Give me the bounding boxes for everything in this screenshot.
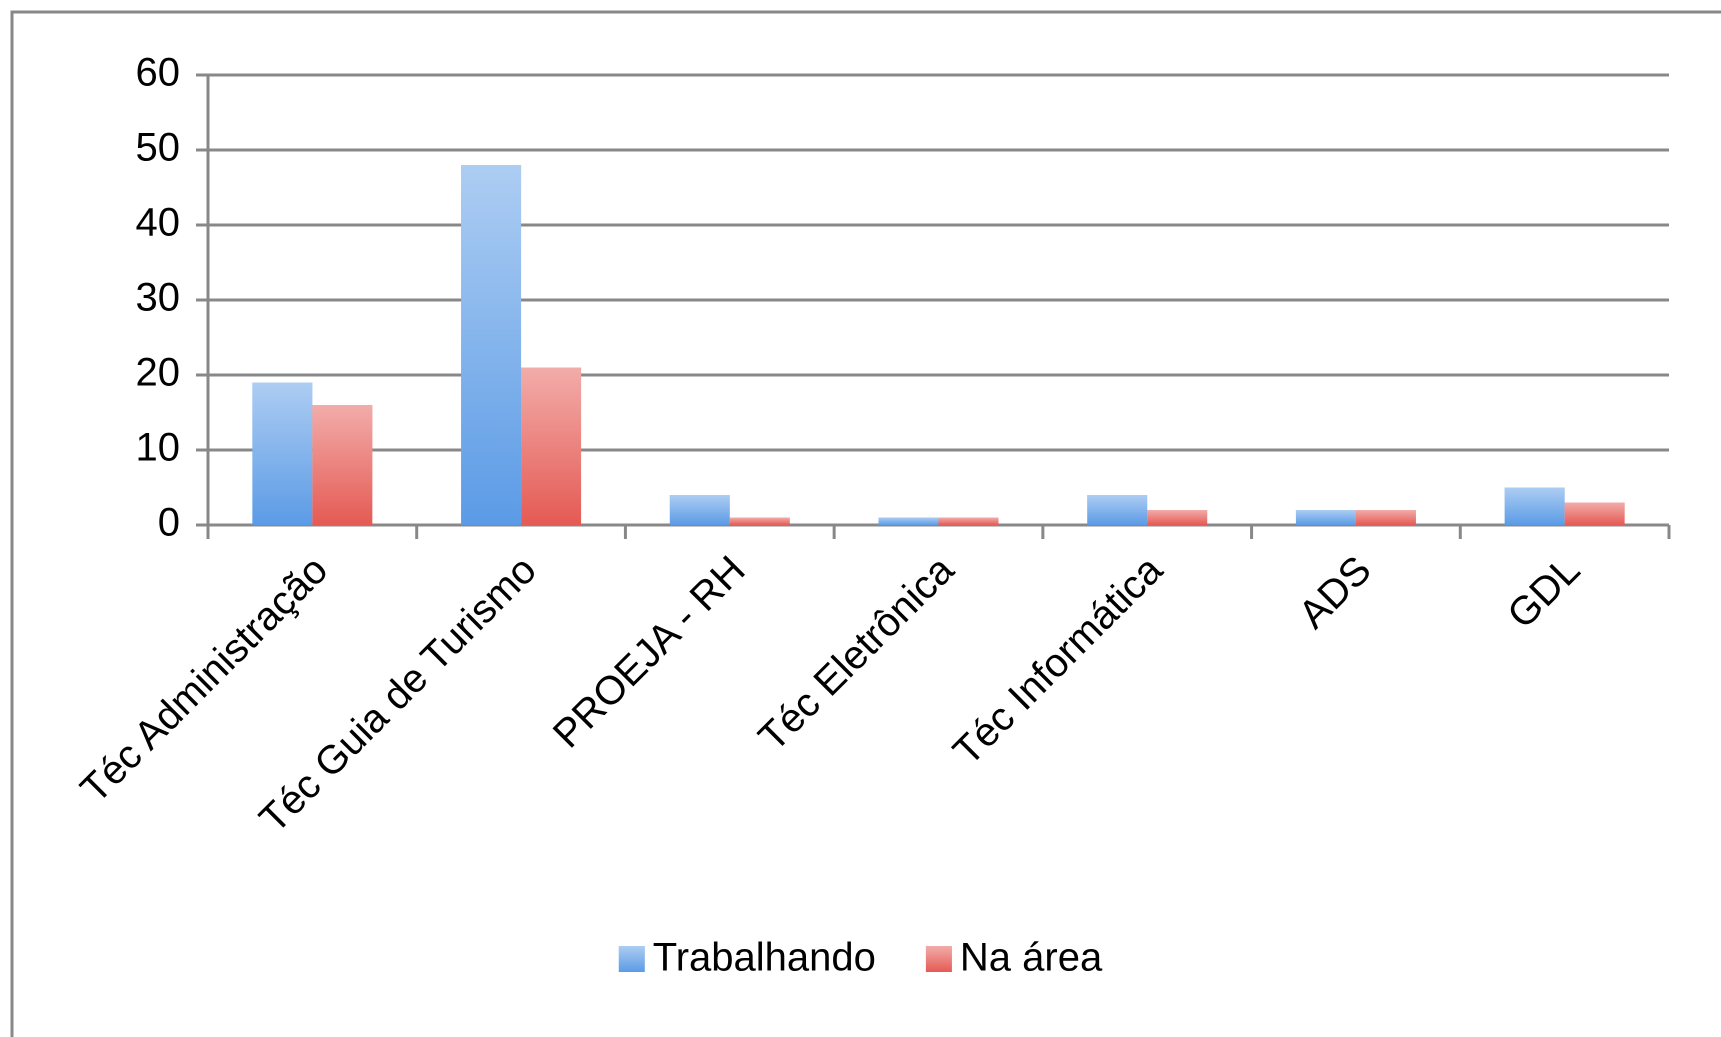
- y-tick-label: 40: [136, 201, 181, 245]
- bar-highlight: [938, 517, 999, 525]
- bar-highlight: [1355, 510, 1416, 525]
- bar-highlight: [729, 517, 790, 525]
- bar-highlight: [521, 367, 582, 525]
- y-tick-label: 50: [136, 126, 181, 170]
- y-tick-label: 20: [136, 351, 181, 395]
- bar-highlight: [1147, 510, 1208, 525]
- x-tick-label: PROEJA - RH: [545, 548, 754, 757]
- bar-highlight: [878, 517, 939, 525]
- legend-swatch-highlight: [925, 946, 952, 972]
- bar-highlight: [1295, 510, 1356, 525]
- bar-highlight: [1504, 487, 1565, 525]
- x-tick-label: ADS: [1290, 548, 1379, 637]
- x-tick-label: Téc Eletrônica: [750, 547, 962, 759]
- legend-label: Na área: [960, 936, 1103, 980]
- y-tick-label: 60: [136, 51, 181, 95]
- x-tick-label: Téc Informática: [945, 547, 1172, 774]
- bar-highlight: [252, 382, 313, 525]
- y-tick-label: 0: [158, 501, 180, 545]
- legend-swatch-highlight: [618, 946, 645, 972]
- chart-frame: [10, 10, 1721, 1037]
- y-tick-label: 30: [136, 276, 181, 320]
- bar-highlight: [669, 495, 730, 525]
- legend-label: Trabalhando: [653, 936, 876, 980]
- bar-highlight: [312, 405, 373, 525]
- y-tick-label: 10: [136, 426, 181, 470]
- bar-highlight: [1564, 502, 1625, 525]
- bar-highlight: [461, 165, 522, 525]
- x-tick-label: GDL: [1499, 548, 1588, 637]
- bar-highlight: [1087, 495, 1148, 525]
